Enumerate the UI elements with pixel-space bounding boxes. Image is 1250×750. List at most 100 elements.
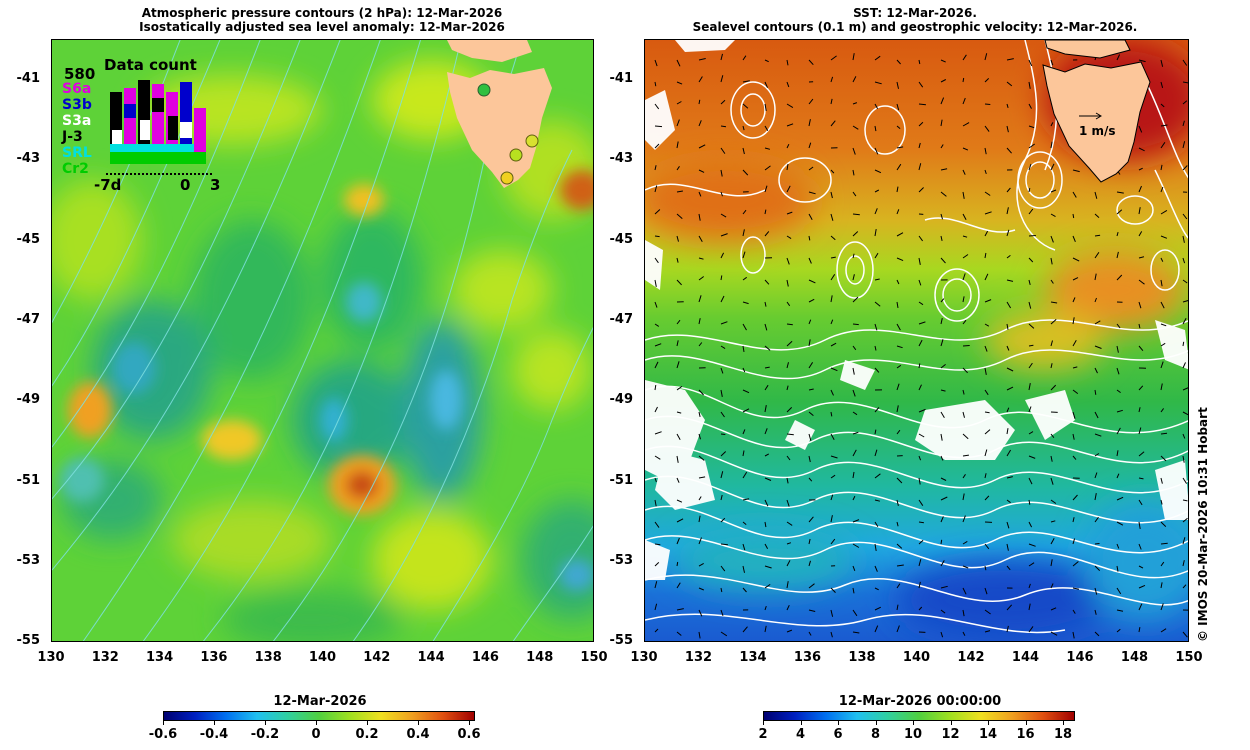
velocity-arrow [1050, 235, 1054, 243]
velocity-arrow [1138, 543, 1142, 550]
velocity-arrow [896, 125, 901, 129]
velocity-arrow [874, 208, 878, 215]
velocity-arrow [918, 581, 921, 589]
velocity-arrow [1094, 493, 1097, 501]
left-y-tick--41: -41 [16, 71, 41, 86]
velocity-arrow [786, 59, 789, 66]
velocity-arrow [896, 103, 900, 111]
right-x-tick-140: 140 [902, 650, 931, 665]
velocity-arrow [984, 211, 992, 215]
velocity-arrow [1138, 207, 1141, 215]
velocity-arrow [852, 449, 857, 457]
velocity-arrow [742, 543, 746, 551]
right-colorbar-tick-label: 16 [1016, 727, 1035, 742]
velocity-arrow [1028, 59, 1033, 67]
velocity-arrow [940, 411, 945, 418]
velocity-arrow [984, 169, 987, 175]
velocity-arrow [786, 211, 793, 215]
velocity-arrow [676, 561, 679, 567]
velocity-arrow [1028, 301, 1032, 309]
velocity-arrow [1072, 631, 1075, 639]
velocity-arrow [1094, 472, 1098, 479]
left-x-tick-132: 132 [91, 650, 119, 665]
velocity-arrow [1028, 543, 1036, 547]
left-colorbar-title: 12-Mar-2026 [273, 694, 367, 709]
velocity-arrow [676, 537, 680, 545]
velocity-arrow [852, 389, 856, 397]
velocity-arrow [984, 495, 990, 501]
legend-mission-cr2: Cr2 [62, 161, 89, 177]
velocity-arrow [786, 163, 789, 171]
sea-level-anomaly-map[interactable]: Data count 580 S6a S3b S3a J-3 SRL Cr2 -7d 0 … [51, 39, 594, 642]
left-x-tick-136: 136 [200, 650, 228, 665]
velocity-arrow [1182, 279, 1188, 284]
velocity-arrow [1138, 627, 1141, 633]
velocity-arrow [1050, 433, 1055, 439]
velocity-arrow [830, 587, 836, 593]
velocity-arrow [984, 78, 990, 83]
velocity-arrow [918, 559, 922, 567]
legend-mission-s6a: S6a [62, 81, 92, 97]
velocity-arrow [962, 587, 967, 595]
left-colorbar [163, 711, 475, 721]
velocity-arrow [1094, 320, 1101, 325]
sst-map[interactable]: 1 m/s [644, 39, 1189, 642]
velocity-arrow [1050, 537, 1055, 545]
velocity-arrow [764, 384, 769, 391]
velocity-arrow [984, 125, 990, 132]
velocity-arrow [808, 257, 812, 264]
velocity-arrow [1138, 521, 1141, 529]
velocity-arrow [962, 122, 970, 127]
velocity-arrow [1072, 213, 1075, 219]
velocity-arrow [852, 274, 855, 281]
velocity-arrow [874, 323, 878, 331]
velocity-arrow [1072, 609, 1076, 614]
velocity-arrow [1072, 257, 1080, 262]
right-title-line1: SST: 12-Mar-2026. [853, 6, 977, 20]
velocity-arrow [1006, 407, 1010, 413]
velocity-arrow [1072, 340, 1077, 347]
velocity-arrow [874, 252, 879, 259]
velocity-arrow [676, 190, 683, 193]
velocity-arrow [676, 319, 681, 325]
velocity-arrow [1116, 496, 1124, 501]
velocity-arrow [1160, 561, 1165, 567]
velocity-arrow [742, 125, 745, 131]
left-x-tick-142: 142 [363, 650, 391, 665]
velocity-arrow [786, 362, 789, 369]
velocity-arrow [1050, 520, 1056, 523]
velocity-arrow [786, 301, 791, 307]
velocity-arrow [720, 565, 726, 572]
velocity-arrow [874, 55, 881, 61]
velocity-arrow [874, 473, 881, 479]
velocity-arrow [1160, 209, 1168, 215]
velocity-arrow [962, 454, 969, 457]
velocity-arrow [1138, 427, 1142, 435]
left-x-tick-140: 140 [308, 650, 337, 665]
velocity-arrow [1116, 628, 1121, 633]
velocity-arrow [830, 319, 834, 325]
left-colorbar-tick-mark [163, 721, 164, 725]
velocity-arrow [720, 213, 727, 218]
velocity-arrow [786, 499, 790, 507]
velocity-arrow [654, 521, 660, 528]
velocity-arrow [808, 411, 814, 416]
velocity-arrow [830, 367, 838, 372]
tasmania-land [447, 68, 552, 188]
velocity-arrow [808, 560, 811, 567]
velocity-arrow [742, 429, 746, 435]
right-x-tick-142: 142 [957, 650, 985, 665]
right-colorbar-tick-label: 18 [1053, 727, 1073, 742]
right-x-tick-134: 134 [739, 650, 767, 665]
velocity-arrow [852, 253, 855, 259]
velocity-arrow [698, 318, 701, 325]
velocity-arrow [940, 144, 944, 149]
velocity-arrow [1182, 141, 1186, 149]
velocity-arrow [676, 101, 682, 105]
velocity-arrow [984, 565, 987, 571]
velocity-arrow [830, 494, 834, 501]
velocity-arrow [1028, 125, 1035, 129]
velocity-arrow [1116, 367, 1120, 375]
velocity-arrow [896, 59, 901, 65]
velocity-arrow [1116, 231, 1119, 237]
